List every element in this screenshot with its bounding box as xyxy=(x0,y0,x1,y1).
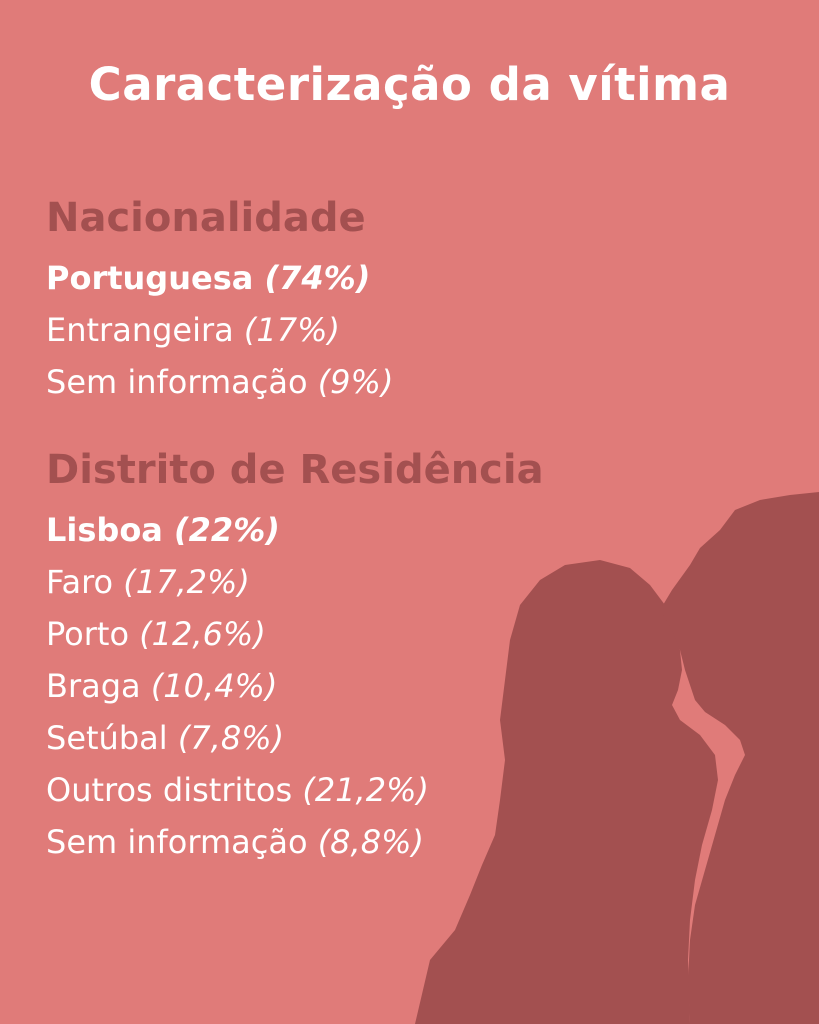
item-label: Lisboa xyxy=(46,511,163,549)
item-percentage: (17,2%) xyxy=(123,563,250,601)
list-item: Porto (12,6%) xyxy=(46,608,544,660)
nationality-heading: Nacionalidade xyxy=(46,195,366,241)
list-item: Braga (10,4%) xyxy=(46,660,544,712)
list-item: Faro (17,2%) xyxy=(46,556,544,608)
page-title: Caracterização da vítima xyxy=(88,58,731,111)
district-list: Lisboa (22%) Faro (17,2%) Porto (12,6%) … xyxy=(46,504,544,868)
item-percentage: (21,2%) xyxy=(302,771,429,809)
item-label: Outros distritos xyxy=(46,771,293,809)
item-label: Entrangeira xyxy=(46,311,234,349)
list-item: Sem informação (9%) xyxy=(46,356,393,408)
list-item: Sem informação (8,8%) xyxy=(46,816,544,868)
list-item: Outros distritos (21,2%) xyxy=(46,764,544,816)
list-item: Portuguesa (74%) xyxy=(46,252,393,304)
nationality-list: Portuguesa (74%) Entrangeira (17%) Sem i… xyxy=(46,252,393,408)
item-percentage: (12,6%) xyxy=(139,615,266,653)
item-label: Sem informação xyxy=(46,363,308,401)
item-label: Braga xyxy=(46,667,141,705)
list-item: Setúbal (7,8%) xyxy=(46,712,544,764)
item-percentage: (7,8%) xyxy=(177,719,285,757)
item-percentage: (74%) xyxy=(264,259,371,297)
item-percentage: (22%) xyxy=(174,511,280,549)
item-percentage: (17%) xyxy=(243,311,341,349)
list-item: Lisboa (22%) xyxy=(46,504,544,556)
item-label: Porto xyxy=(46,615,130,653)
district-section: Distrito de Residência Lisboa (22%) Faro… xyxy=(46,444,544,868)
district-heading: Distrito de Residência xyxy=(46,447,544,493)
item-percentage: (8,8%) xyxy=(317,823,424,861)
item-label: Setúbal xyxy=(46,719,168,757)
nationality-section: Nacionalidade Portuguesa (74%) Entrangei… xyxy=(46,192,393,408)
item-label: Portuguesa xyxy=(46,259,254,297)
item-percentage: (10,4%) xyxy=(150,667,278,705)
list-item: Entrangeira (17%) xyxy=(46,304,393,356)
item-label: Faro xyxy=(46,563,114,601)
item-label: Sem informação xyxy=(46,823,308,861)
item-percentage: (9%) xyxy=(317,363,394,401)
